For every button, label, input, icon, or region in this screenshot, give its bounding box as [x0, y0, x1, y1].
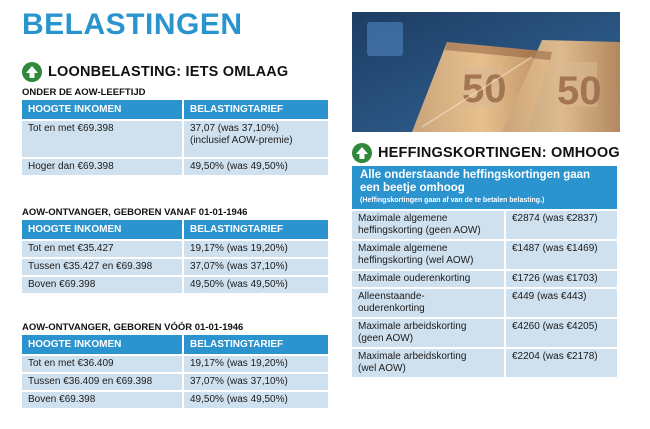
table-cell: Alleenstaande- ouderenkorting [352, 289, 506, 317]
intro-note: (Heffingskortingen gaan af van de te bet… [360, 197, 545, 204]
row-label-line: heffingskorting (wel AOW) [358, 255, 474, 266]
column-header: BELASTINGTARIEF [184, 335, 328, 354]
intro-text: Alle onderstaande heffingskortingen gaan… [360, 169, 591, 194]
table-cell: Maximale arbeidskorting (geen AOW) [352, 319, 506, 347]
table-cell: 49,50% (was 49,50%) [184, 277, 328, 293]
table-row: Alleenstaande- ouderenkorting €449 (was … [352, 289, 617, 317]
table-cell: 37,07 (was 37,10%) (inclusief AOW-premie… [184, 121, 328, 157]
table-cell: 49,50% (was 49,50%) [184, 159, 328, 175]
column-header: HOOGTE INKOMEN [22, 100, 184, 119]
table-row: Tot en met €35.427 19,17% (was 19,20%) [22, 241, 328, 257]
row-label-line: Maximale arbeidskorting [358, 351, 467, 362]
tarief-note: (inclusief AOW-premie) [190, 135, 293, 146]
table-row: Maximale algemene heffingskorting (geen … [352, 211, 617, 239]
table-cell: €1487 (was €1469) [506, 241, 617, 269]
banknote-denomination: 50 [462, 67, 507, 111]
banknote-denomination: 50 [557, 69, 602, 113]
table-cell: 19,17% (was 19,20%) [184, 356, 328, 372]
table-cell: €1726 (was €1703) [506, 271, 617, 287]
aow-vanaf-table: HOOGTE INKOMEN BELASTINGTARIEF Tot en me… [22, 218, 328, 295]
table-header-row: HOOGTE INKOMEN BELASTINGTARIEF [22, 335, 328, 354]
table-cell: €4260 (was €4205) [506, 319, 617, 347]
row-label-line: Alleenstaande- [358, 291, 425, 302]
table-header-row: HOOGTE INKOMEN BELASTINGTARIEF [22, 220, 328, 239]
table-cell: Maximale algemene heffingskorting (geen … [352, 211, 506, 239]
banknotes-photo: 50 50 [352, 12, 620, 132]
table-cell: 37,07% (was 37,10%) [184, 374, 328, 390]
table-cell: 37,07% (was 37,10%) [184, 259, 328, 275]
section-subtitle: ONDER DE AOW-LEEFTIJD [22, 87, 146, 98]
column-header: BELASTINGTARIEF [184, 220, 328, 239]
row-label-line: Maximale algemene [358, 213, 448, 224]
arrow-up-icon [22, 62, 42, 82]
table-cell: Tussen €36.409 en €69.398 [22, 374, 184, 390]
table-cell: Boven €69.398 [22, 277, 184, 293]
row-label-line: Maximale ouderenkorting [358, 273, 471, 284]
table-cell: 49,50% (was 49,50%) [184, 392, 328, 408]
table-cell: Tot en met €36.409 [22, 356, 184, 372]
table-row: Maximale arbeidskorting (wel AOW) €2204 … [352, 349, 617, 377]
table-cell: €2204 (was €2178) [506, 349, 617, 377]
column-header: HOOGTE INKOMEN [22, 220, 184, 239]
table-cell: €449 (was €443) [506, 289, 617, 317]
section-subtitle: AOW-ONTVANGER, GEBOREN VANAF 01-01-1946 [22, 207, 248, 218]
euro-banknotes-image: 50 50 [352, 12, 620, 132]
table-row: Maximale algemene heffingskorting (wel A… [352, 241, 617, 269]
table-cell: Maximale algemene heffingskorting (wel A… [352, 241, 506, 269]
aow-voor-table: HOOGTE INKOMEN BELASTINGTARIEF Tot en me… [22, 333, 328, 410]
row-label-line: Maximale algemene [358, 243, 448, 254]
table-row: Maximale arbeidskorting (geen AOW) €4260… [352, 319, 617, 347]
table-cell: Tot en met €69.398 [22, 121, 184, 157]
table-cell: Boven €69.398 [22, 392, 184, 408]
table-cell: Tussen €35.427 en €69.398 [22, 259, 184, 275]
heffingskortingen-box: Alle onderstaande heffingskortingen gaan… [352, 166, 617, 379]
table-row: Tussen €35.427 en €69.398 37,07% (was 37… [22, 259, 328, 275]
heffingskortingen-heading: HEFFINGSKORTINGEN: OMHOOG [352, 143, 620, 163]
row-label-line: (geen AOW) [358, 333, 414, 344]
table-cell: Maximale ouderenkorting [352, 271, 506, 287]
arrow-up-icon [352, 143, 372, 163]
page-title: BELASTINGEN [22, 8, 243, 41]
heffingskortingen-table: Maximale algemene heffingskorting (geen … [352, 209, 617, 379]
row-label-line: (wel AOW) [358, 363, 406, 374]
table-row: Tot en met €36.409 19,17% (was 19,20%) [22, 356, 328, 372]
table-row: Tussen €36.409 en €69.398 37,07% (was 37… [22, 374, 328, 390]
table-header-row: HOOGTE INKOMEN BELASTINGTARIEF [22, 100, 328, 119]
section-title: LOONBELASTING: IETS OMLAAG [48, 64, 289, 80]
loonbelasting-table: HOOGTE INKOMEN BELASTINGTARIEF Tot en me… [22, 98, 328, 177]
row-label-line: Maximale arbeidskorting [358, 321, 467, 332]
table-cell: 19,17% (was 19,20%) [184, 241, 328, 257]
table-cell: Hoger dan €69.398 [22, 159, 184, 175]
column-header: HOOGTE INKOMEN [22, 335, 184, 354]
section-title: HEFFINGSKORTINGEN: OMHOOG [378, 145, 620, 161]
column-header: BELASTINGTARIEF [184, 100, 328, 119]
heffingskortingen-intro-box: Alle onderstaande heffingskortingen gaan… [352, 166, 617, 209]
table-row: Boven €69.398 49,50% (was 49,50%) [22, 277, 328, 293]
table-row: Maximale ouderenkorting €1726 (was €1703… [352, 271, 617, 287]
loonbelasting-heading: LOONBELASTING: IETS OMLAAG [22, 62, 288, 82]
table-row: Hoger dan €69.398 49,50% (was 49,50%) [22, 159, 328, 175]
table-cell: Maximale arbeidskorting (wel AOW) [352, 349, 506, 377]
table-cell: €2874 (was €2837) [506, 211, 617, 239]
table-row: Tot en met €69.398 37,07 (was 37,10%) (i… [22, 121, 328, 157]
table-cell: Tot en met €35.427 [22, 241, 184, 257]
table-row: Boven €69.398 49,50% (was 49,50%) [22, 392, 328, 408]
tarief-value: 37,07 (was 37,10%) [190, 123, 279, 134]
row-label-line: heffingskorting (geen AOW) [358, 225, 481, 236]
row-label-line: ouderenkorting [358, 303, 425, 314]
section-subtitle: AOW-ONTVANGER, GEBOREN VÓÓR 01-01-1946 [22, 322, 244, 333]
